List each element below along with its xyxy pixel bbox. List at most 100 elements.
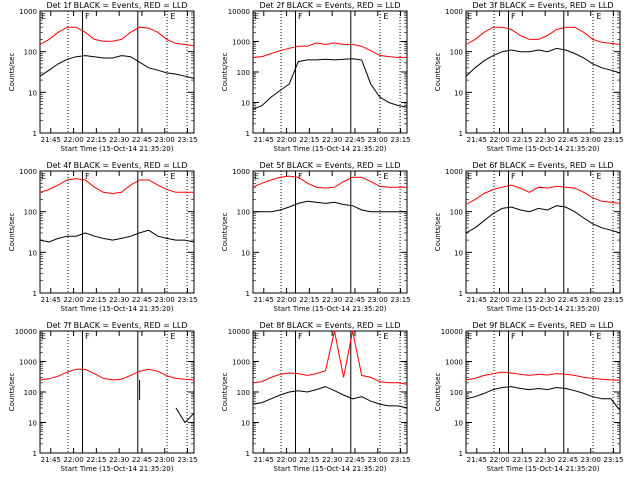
chart7-x-tick-label: 23:00 [155, 456, 175, 464]
chart6-x-tick-label: 21:45 [467, 296, 487, 304]
chart6-y-tick-label: 1 [459, 290, 463, 298]
chart9-x-tick-label: 22:45 [558, 456, 578, 464]
chart7-x-tick-label: 22:45 [132, 456, 152, 464]
chart9-x-tick-label: 21:45 [467, 456, 487, 464]
chart1-x-tick-label: 23:15 [177, 136, 197, 144]
chart9-y-axis-label: Counts/sec [434, 373, 442, 412]
chart4-marker-letter: E [170, 172, 175, 181]
chart6-x-tick-label: 22:00 [489, 296, 509, 304]
chart3-x-tick-label: 21:45 [467, 136, 487, 144]
chart5-y-tick-label: 100 [237, 209, 250, 217]
chart5-x-tick-label: 22:15 [299, 296, 319, 304]
chart7-marker-letter: F [85, 332, 90, 341]
chart2-y-tick-label: 100 [237, 69, 250, 77]
chart1-plot-frame [39, 10, 195, 134]
chart6-series-events-line [465, 205, 621, 234]
chart1-marker-letter: F [85, 12, 90, 21]
chart1-x-tick-label: 22:00 [63, 136, 83, 144]
chart2-x-tick-label: 22:15 [299, 136, 319, 144]
chart3-x-tick-label: 22:30 [535, 136, 555, 144]
chart2-marker-letter: E [254, 12, 259, 21]
chart8-y-tick-label: 10 [241, 420, 250, 428]
chart6-title: Det 6f BLACK = Events, RED = LLD [472, 161, 613, 170]
chart9-marker-letter: F [511, 332, 516, 341]
chart5-x-tick-label: 22:30 [322, 296, 342, 304]
chart1-marker-letter: E [170, 12, 175, 21]
chart6-x-axis-label: Start Time (15-Oct-14 21:35:20) [487, 305, 600, 313]
chart2-x-tick-label: 22:30 [322, 136, 342, 144]
chart9-x-tick-label: 22:00 [489, 456, 509, 464]
chart4-series-lld-line [39, 178, 194, 195]
chart3-marker-letter: E [467, 12, 472, 21]
chart9-x-tick-label: 23:15 [603, 456, 623, 464]
chart9-marker-letter: E [596, 332, 601, 341]
chart6-marker-letter: E [596, 172, 601, 181]
chart3-y-tick-label: 10 [454, 89, 463, 97]
chart1-x-tick-label: 22:15 [86, 136, 106, 144]
chart2-marker-letter: F [298, 12, 303, 21]
chart6-y-tick-label: 100 [450, 209, 463, 217]
chart8-x-tick-label: 21:45 [254, 456, 274, 464]
chart6-plot-frame [465, 170, 621, 294]
chart9-x-axis-label: Start Time (15-Oct-14 21:35:20) [487, 465, 600, 473]
chart4-x-axis-label: Start Time (15-Oct-14 21:35:20) [61, 305, 174, 313]
chart7-x-tick-label: 22:30 [109, 456, 129, 464]
chart7-x-tick-label: 21:45 [41, 456, 61, 464]
chart7-title: Det 7f BLACK = Events, RED = LLD [46, 321, 187, 330]
chart5-y-tick-label: 10 [241, 249, 250, 257]
chart8-x-tick-label: 22:45 [345, 456, 365, 464]
chart7-plot-frame [39, 330, 195, 454]
chart3-y-tick-label: 100 [450, 49, 463, 57]
chart5-plot-frame [252, 170, 408, 294]
chart8-y-tick-label: 1000 [232, 359, 250, 367]
chart5-x-tick-label: 22:00 [276, 296, 296, 304]
chart2-series-lld-line [252, 42, 407, 58]
chart2-x-tick-label: 22:45 [345, 136, 365, 144]
chart1-y-tick-label: 10 [28, 89, 37, 97]
chart4-x-tick-label: 22:00 [63, 296, 83, 304]
chart6-y-tick-label: 1000 [445, 168, 463, 176]
chart4-y-tick-label: 100 [24, 209, 37, 217]
chart9-y-tick-label: 10 [454, 420, 463, 428]
chart8-x-tick-label: 22:15 [299, 456, 319, 464]
chart2-title: Det 2f BLACK = Events, RED = LLD [259, 1, 400, 10]
chart6-x-tick-label: 22:15 [512, 296, 532, 304]
chart3-series-lld-line [465, 26, 621, 45]
chart8-marker-letter: E [254, 332, 259, 341]
chart7-y-tick-label: 100 [24, 389, 37, 397]
chart5-y-tick-label: 1 [246, 290, 250, 298]
chart7-x-tick-label: 22:15 [86, 456, 106, 464]
chart8-x-axis-label: Start Time (15-Oct-14 21:35:20) [274, 465, 387, 473]
chart5-marker-letter: E [383, 172, 388, 181]
chart5-marker-letter: F [298, 172, 303, 181]
chart3-x-tick-label: 22:45 [558, 136, 578, 144]
chart3-marker-letter: E [596, 12, 601, 21]
chart4-title: Det 4f BLACK = Events, RED = LLD [46, 161, 187, 170]
chart7-y-tick-label: 10 [28, 420, 37, 428]
chart8-series-events-line [252, 386, 408, 409]
chart6-y-axis-label: Counts/sec [434, 213, 442, 252]
chart4-y-tick-label: 1 [33, 290, 37, 298]
chart4-marker-letter: F [85, 172, 90, 181]
chart4-y-tick-label: 10 [28, 249, 37, 257]
chart7-series-events-line [175, 407, 195, 424]
chart3-plot-frame [465, 10, 621, 134]
chart3-x-tick-label: 22:00 [489, 136, 509, 144]
chart7-y-axis-label: Counts/sec [8, 373, 16, 412]
chart4-x-tick-label: 21:45 [41, 296, 61, 304]
chart4-x-tick-label: 23:00 [155, 296, 175, 304]
chart9-x-tick-label: 22:30 [535, 456, 555, 464]
chart1-x-tick-label: 22:30 [109, 136, 129, 144]
chart8-marker-letter: F [298, 332, 303, 341]
chart2-plot-frame [252, 10, 408, 134]
chart7-y-tick-label: 1000 [19, 359, 37, 367]
chart4-x-tick-label: 22:15 [86, 296, 106, 304]
chart9-y-tick-label: 100 [450, 389, 463, 397]
chart8-y-axis-label: Counts/sec [221, 373, 229, 412]
chart3-y-axis-label: Counts/sec [434, 53, 442, 92]
chart5-x-axis-label: Start Time (15-Oct-14 21:35:20) [274, 305, 387, 313]
chart4-plot-frame [39, 170, 195, 294]
chart5-x-tick-label: 23:15 [390, 296, 410, 304]
chart8-x-tick-label: 23:00 [368, 456, 388, 464]
